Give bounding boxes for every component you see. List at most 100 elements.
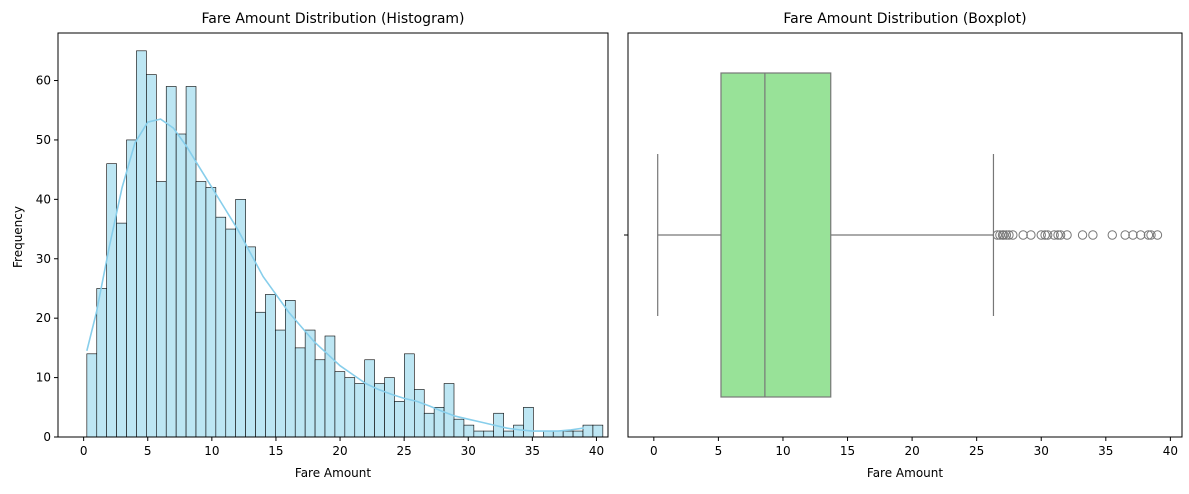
histogram-bar (156, 181, 167, 438)
histogram-bar (275, 329, 286, 438)
boxplot-outlier (1004, 230, 1014, 240)
boxplot-x-tick-label: 30 (1034, 444, 1049, 458)
histogram-y-tick-label: 40 (36, 192, 51, 206)
histogram-bar (324, 335, 336, 438)
histogram-bar (364, 359, 375, 438)
histogram-x-tick-label: 25 (397, 444, 412, 458)
histogram-y-tick-label: 20 (36, 311, 51, 325)
boxplot-outlier (999, 230, 1009, 240)
histogram-y-tick-label: 10 (36, 371, 51, 385)
histogram-bar (572, 430, 584, 438)
boxplot-x-tick-label: 10 (775, 444, 790, 458)
boxplot-outlier (1120, 230, 1130, 240)
boxplot-outlier (1055, 230, 1066, 240)
histogram-x-tick-label: 15 (268, 444, 283, 458)
histogram-bar (304, 329, 316, 438)
histogram-bar (354, 383, 365, 438)
boxplot-outlier (1036, 230, 1046, 240)
boxplot-outlier (1107, 230, 1117, 240)
boxplot-elements (657, 72, 995, 398)
histogram-y-axis-label: Frequency (11, 206, 25, 268)
histogram-x-tick-label: 35 (525, 444, 540, 458)
boxplot-outlier (1042, 230, 1053, 240)
histogram-bar (165, 86, 177, 438)
boxplot-outlier (1128, 230, 1138, 240)
histogram-axes-frame (57, 32, 609, 438)
histogram-bar (344, 377, 356, 438)
histogram-bar (394, 401, 405, 438)
histogram-bar (86, 353, 98, 438)
histogram-bar (443, 383, 455, 438)
histogram-bar (116, 222, 127, 438)
boxplot-x-tick-label: 5 (715, 444, 723, 458)
boxplot-title: Fare Amount Distribution (Boxplot) (783, 11, 1026, 27)
histogram-x-tick-label: 10 (204, 444, 219, 458)
histogram-bar (384, 377, 395, 438)
histogram-bar (294, 347, 306, 438)
histogram-bar (582, 424, 594, 438)
boxplot-outliers (992, 230, 1163, 240)
boxplot-x-tick-label: 0 (650, 444, 658, 458)
histogram-bar (334, 371, 346, 438)
boxplot-outlier (1008, 230, 1018, 240)
boxplot-outlier (1053, 230, 1063, 240)
histogram-bar (513, 424, 524, 438)
histogram-bar (245, 246, 256, 438)
histogram-bar (453, 418, 465, 438)
histogram-bar (423, 412, 435, 438)
histogram-bar (463, 424, 475, 438)
histogram-bar (225, 228, 236, 438)
histogram-y-tick-label: 30 (36, 252, 51, 266)
histogram-bar (552, 430, 564, 438)
boxplot-x-axis-label: Fare Amount (867, 466, 943, 480)
histogram-bar (483, 430, 494, 438)
histogram-bar (205, 187, 217, 438)
boxplot-outlier (1146, 230, 1156, 240)
histogram-bar (96, 288, 107, 438)
boxplot-outlier (1143, 230, 1154, 240)
boxplot-outlier (1026, 230, 1036, 240)
histogram-bar (175, 133, 187, 438)
boxplot-x-tick-label: 40 (1163, 444, 1178, 458)
boxplot-panel: Fare Amount Distribution (Boxplot) 0 5 10 1… (624, 11, 1183, 480)
boxplot-outlier (1088, 230, 1098, 240)
histogram-bar (285, 300, 296, 438)
boxplot-x-tick-label: 25 (969, 444, 984, 458)
histogram-bar (404, 353, 415, 438)
boxplot-outlier (1135, 230, 1146, 240)
histogram-bar (106, 163, 117, 438)
histogram-bar (523, 406, 534, 438)
histogram-x-tick-label: 5 (144, 444, 152, 458)
histogram-bar (185, 86, 197, 438)
boxplot-outlier (1077, 230, 1088, 240)
boxplot-axes-frame (627, 32, 1183, 438)
histogram-panel: Fare Amount Distribution (Histogram) 0 10… (11, 11, 609, 480)
histogram-bar (265, 294, 276, 438)
histogram-y-tick-label: 50 (36, 133, 51, 147)
histogram-bar (136, 50, 147, 438)
boxplot-x-tick-label: 35 (1098, 444, 1113, 458)
histogram-x-ticks: 0 5 10 15 20 25 30 35 40 (80, 437, 604, 458)
histogram-bar (592, 424, 604, 438)
histogram-x-tick-label: 0 (80, 444, 88, 458)
histogram-bar (195, 181, 207, 438)
histogram-bars (86, 50, 604, 438)
histogram-bar (543, 430, 554, 438)
histogram-x-tick-label: 40 (589, 444, 604, 458)
histogram-y-tick-label: 60 (36, 74, 51, 88)
boxplot-outlier (1049, 230, 1059, 240)
histogram-bar (414, 389, 425, 438)
histogram-title: Fare Amount Distribution (Histogram) (202, 11, 465, 27)
boxplot-outlier (995, 230, 1005, 240)
boxplot-outlier (1040, 230, 1050, 240)
histogram-bar (562, 430, 574, 438)
boxplot-x-tick-label: 20 (904, 444, 919, 458)
boxplot-outlier (992, 230, 1003, 240)
kde-line (86, 118, 584, 432)
boxplot-outlier (1152, 230, 1163, 240)
boxplot-outlier (1018, 230, 1028, 240)
histogram-bar (314, 359, 326, 438)
histogram-x-axis-label: Fare Amount (295, 466, 371, 480)
